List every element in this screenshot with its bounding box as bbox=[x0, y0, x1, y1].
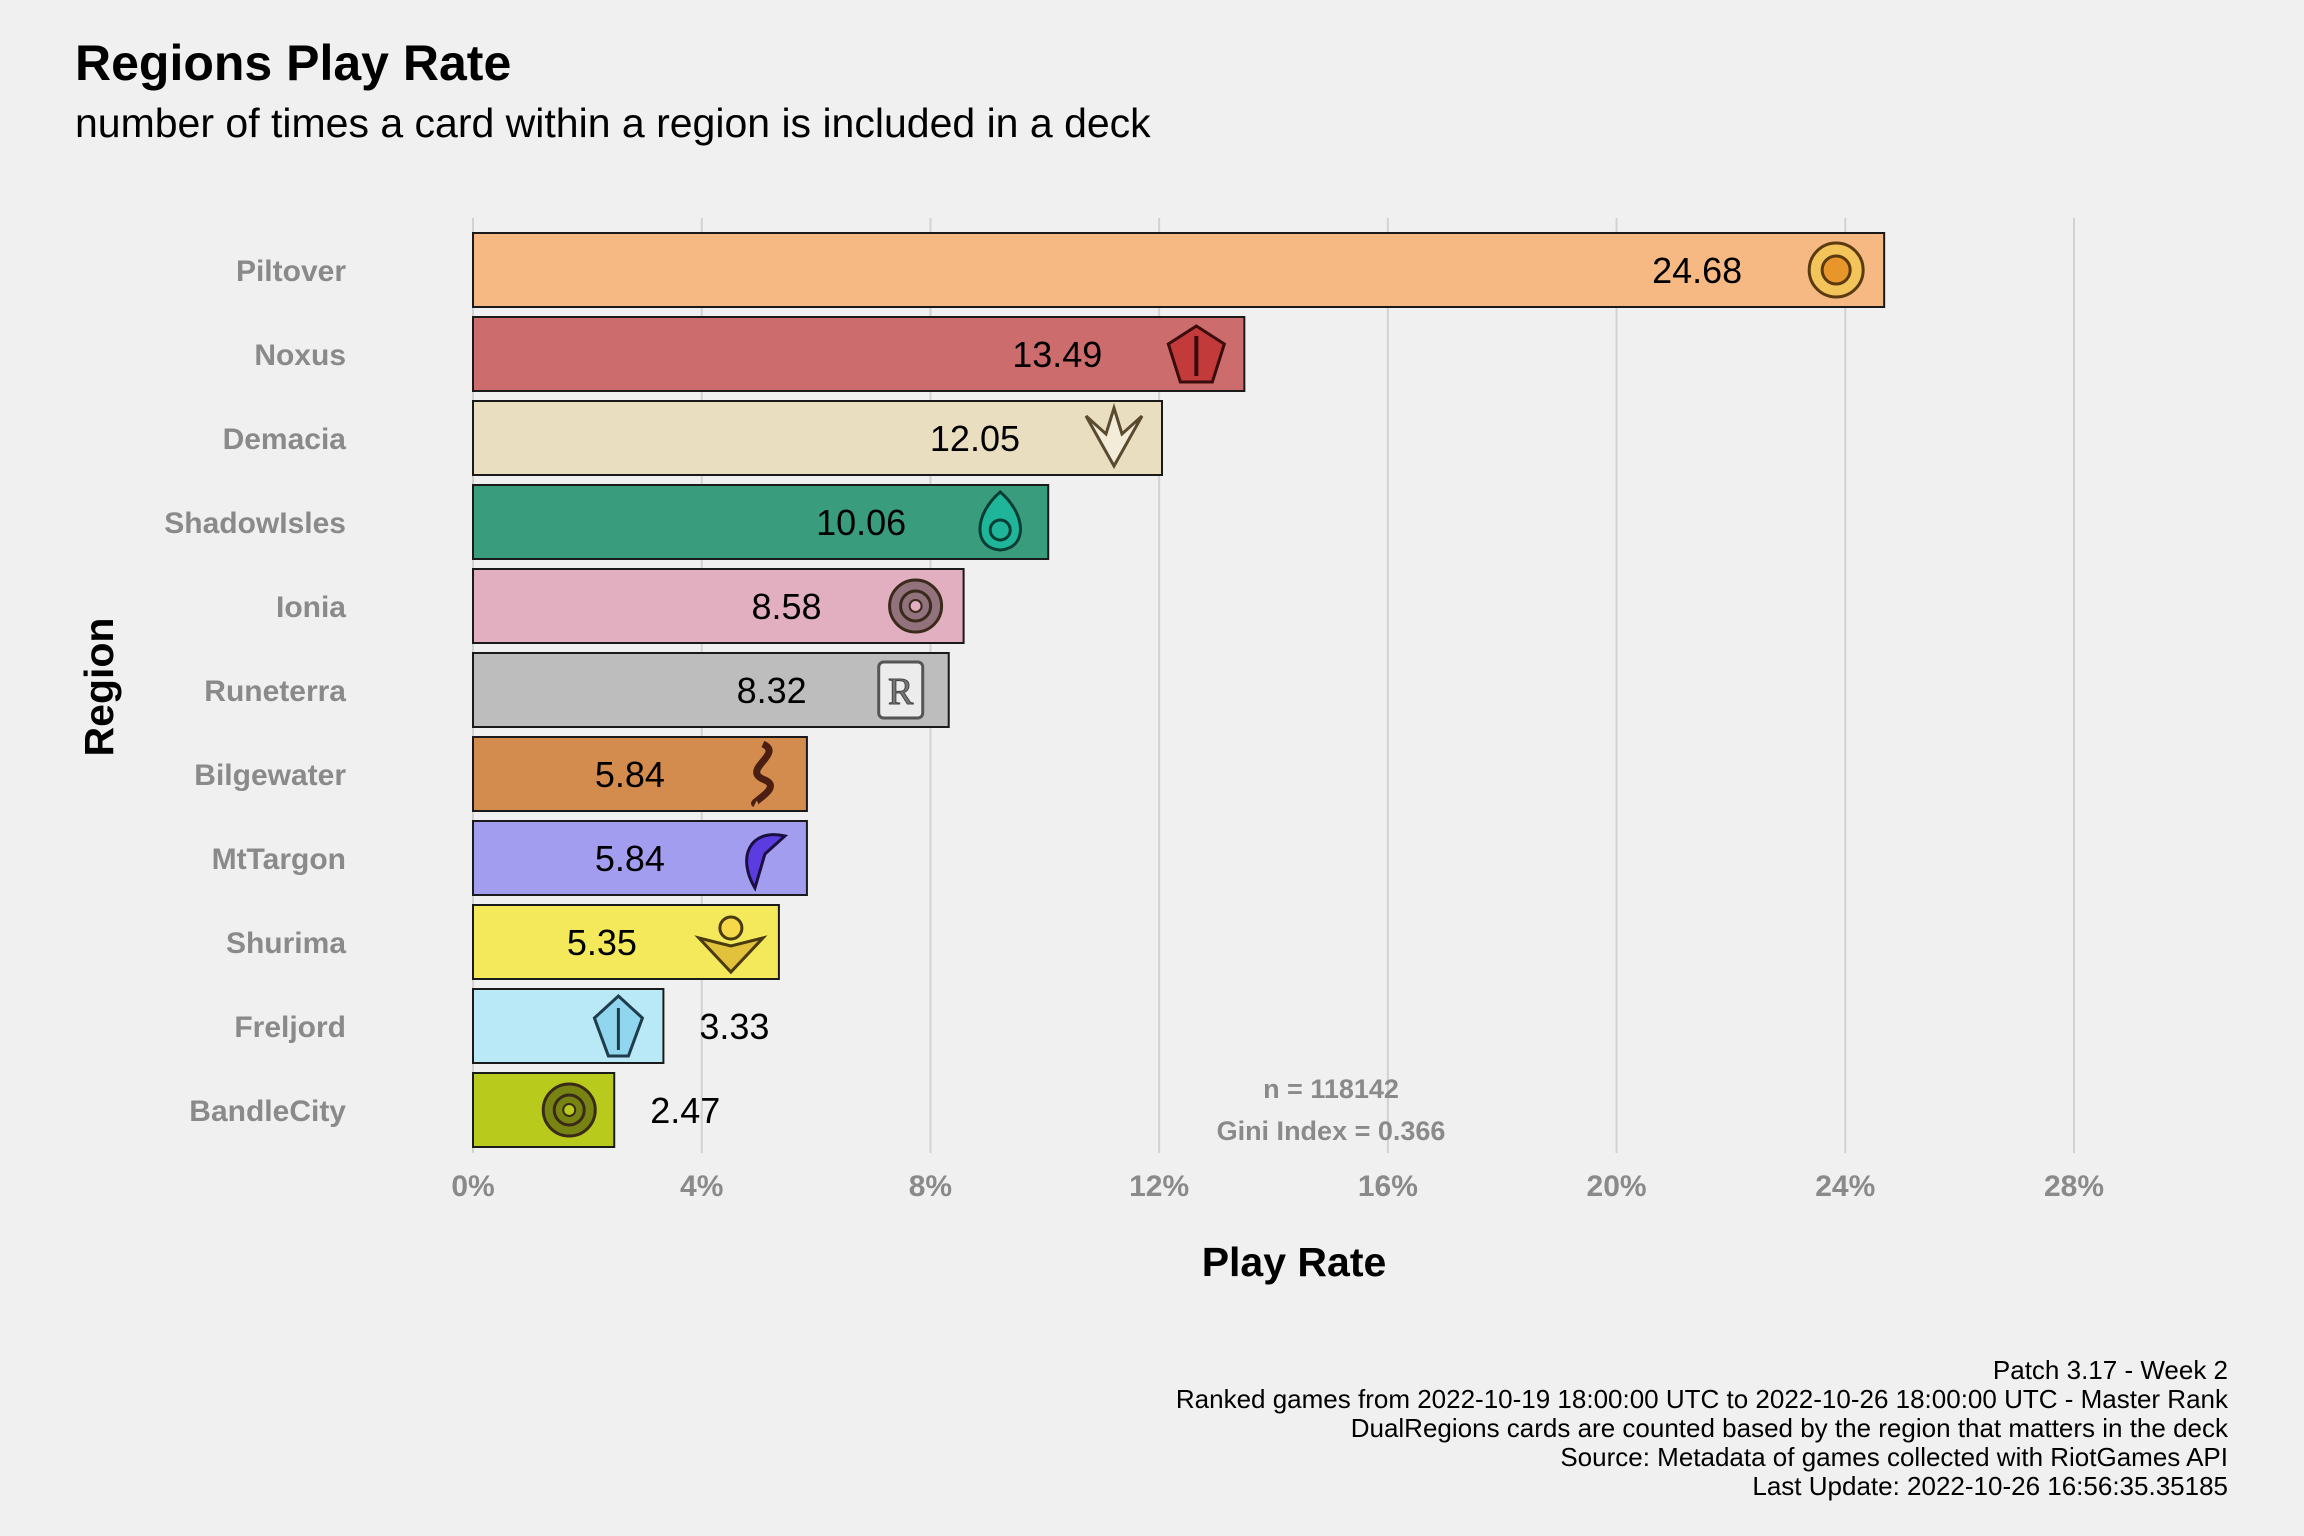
sample-size-annotation: n = 118142 bbox=[1263, 1074, 1399, 1104]
bar bbox=[472, 316, 1246, 392]
data-label: 8.32 bbox=[737, 670, 807, 711]
data-label: 12.05 bbox=[930, 418, 1020, 459]
x-tick-label: 24% bbox=[1815, 1170, 1875, 1203]
bar bbox=[472, 568, 965, 644]
bars: 24.68 13.49 12.05 10.06 8.58 R 8.32 5.84 5.84 5.3… bbox=[472, 232, 1886, 1148]
gini-index-annotation: Gini Index = 0.366 bbox=[1217, 1116, 1446, 1146]
x-axis-title: Play Rate bbox=[1202, 1239, 1387, 1285]
demacia-icon bbox=[1084, 402, 1144, 470]
y-tick-label: MtTargon bbox=[212, 843, 346, 876]
freljord-icon bbox=[592, 993, 645, 1058]
y-tick-label: ShadowIsles bbox=[164, 507, 346, 540]
data-label: 10.06 bbox=[816, 502, 906, 543]
y-tick-label: Noxus bbox=[254, 339, 346, 372]
x-tick-label: 16% bbox=[1358, 1170, 1418, 1203]
bilgewater-icon bbox=[751, 740, 774, 808]
data-label: 24.68 bbox=[1652, 250, 1742, 291]
y-tick-label: Freljord bbox=[234, 1011, 346, 1044]
piltover-icon bbox=[1807, 241, 1865, 299]
x-axis-ticks: 0% 4% 8% 12% 16% 20% 24% 28% bbox=[451, 1170, 2104, 1203]
noxus-icon bbox=[1166, 324, 1227, 384]
data-label: 5.84 bbox=[595, 754, 665, 795]
y-tick-label: BandleCity bbox=[189, 1095, 346, 1128]
y-tick-label: Demacia bbox=[223, 423, 347, 456]
shurima-icon bbox=[694, 915, 768, 975]
runeterra-icon: R bbox=[877, 660, 925, 720]
y-tick-label: Piltover bbox=[236, 255, 346, 288]
caption-line-update: Last Update: 2022-10-26 16:56:35.35185 bbox=[1752, 1471, 2228, 1501]
y-tick-label: Runeterra bbox=[204, 675, 346, 708]
caption-line-range: Ranked games from 2022-10-19 18:00:00 UT… bbox=[1175, 1384, 2228, 1414]
y-tick-label: Ionia bbox=[276, 591, 346, 624]
y-tick-label: Bilgewater bbox=[194, 759, 346, 792]
bandle-city-icon bbox=[541, 1082, 597, 1138]
bar bbox=[472, 736, 808, 812]
x-tick-label: 8% bbox=[909, 1170, 952, 1203]
data-label: 2.47 bbox=[650, 1090, 720, 1131]
bar bbox=[472, 232, 1886, 308]
data-label: 13.49 bbox=[1012, 334, 1102, 375]
data-label: 3.33 bbox=[699, 1006, 769, 1047]
chart-title: Regions Play Rate bbox=[75, 35, 512, 91]
svg-text:R: R bbox=[888, 671, 914, 713]
data-label: 5.35 bbox=[567, 922, 637, 963]
bar bbox=[472, 484, 1050, 560]
shadow-isles-icon bbox=[978, 490, 1022, 552]
x-tick-label: 0% bbox=[451, 1170, 494, 1203]
chart-subtitle: number of times a card within a region i… bbox=[75, 100, 1151, 146]
bar bbox=[472, 652, 950, 728]
x-tick-label: 4% bbox=[680, 1170, 723, 1203]
chart-caption: Patch 3.17 - Week 2 Ranked games from 20… bbox=[1176, 1356, 2228, 1501]
ionia-icon bbox=[888, 578, 944, 634]
data-label: 8.58 bbox=[752, 586, 822, 627]
x-tick-label: 12% bbox=[1129, 1170, 1189, 1203]
caption-line-source: Source: Metadata of games collected with… bbox=[1560, 1442, 2228, 1472]
y-axis-title: Region bbox=[76, 618, 122, 757]
data-label: 5.84 bbox=[595, 838, 665, 879]
caption-line-dualregions: DualRegions cards are counted based by t… bbox=[1350, 1413, 2228, 1443]
y-tick-label: Shurima bbox=[226, 927, 346, 960]
x-tick-label: 28% bbox=[2044, 1170, 2104, 1203]
caption-line-patch: Patch 3.17 - Week 2 bbox=[1992, 1355, 2228, 1385]
bar bbox=[472, 400, 1164, 476]
x-tick-label: 20% bbox=[1587, 1170, 1647, 1203]
mt-targon-icon bbox=[745, 833, 789, 892]
